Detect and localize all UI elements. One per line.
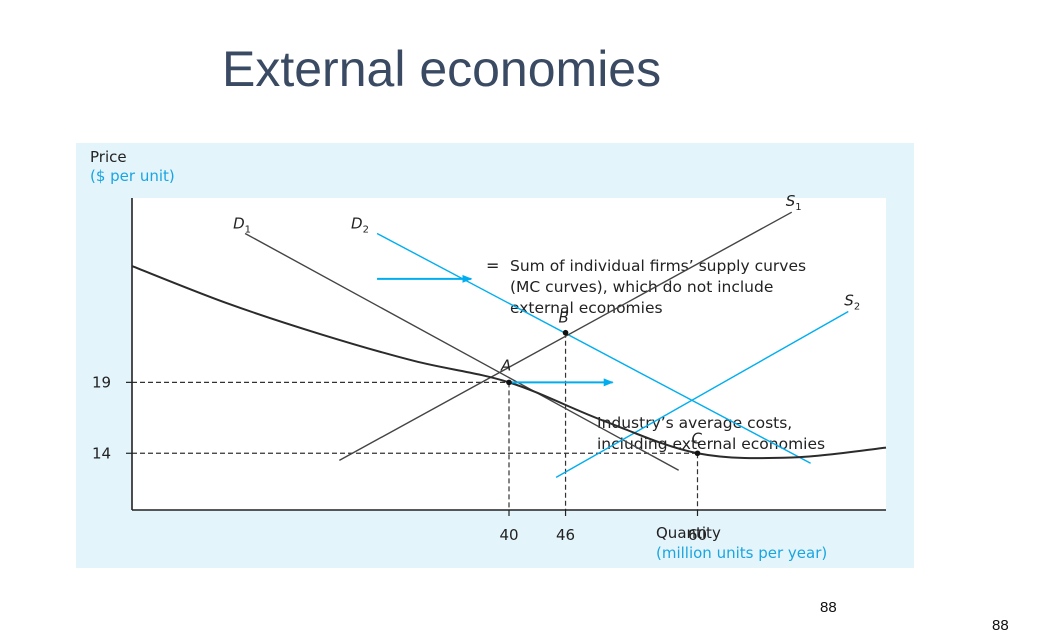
s1-annotation-line-2: (MC curves), which do not include (510, 278, 773, 296)
label-d2-subscript: 2 (363, 224, 369, 235)
y-tick-label-19: 19 (92, 373, 111, 391)
curve-s1 (339, 211, 793, 461)
point-label-b: B (559, 309, 569, 327)
x-tick-label-46: 46 (556, 526, 575, 544)
s1-equals: = (486, 256, 499, 275)
x-tick-label-40: 40 (499, 526, 518, 544)
s1-annotation-line-3: external economies (510, 299, 663, 317)
chart-panel: Price ($ per unit) Quantity (million uni… (76, 143, 914, 568)
x-axis-label: Quantity (656, 524, 721, 542)
point-c (694, 450, 701, 457)
y-axis-unit-label: ($ per unit) (90, 167, 175, 185)
x-axis-unit-label: (million units per year) (656, 544, 827, 562)
curve-s2 (555, 310, 849, 478)
point-b (562, 329, 569, 336)
curve-d1 (244, 232, 679, 471)
y-axis-label: Price (90, 148, 127, 166)
label-s1: S1 (786, 192, 802, 213)
x-tick-label-60: 60 (688, 526, 707, 544)
s1-annotation: = Sum of individual firms’ supply curves… (486, 256, 806, 317)
corner-page-number: 88 (992, 617, 1009, 634)
point-label-a: A (500, 356, 511, 374)
chart-svg: Price ($ per unit) Quantity (million uni… (90, 148, 887, 562)
label-d1-subscript: 1 (245, 224, 251, 235)
label-s2-subscript: 2 (854, 301, 860, 312)
point-a (506, 379, 512, 386)
slide-title: External economies (222, 41, 662, 97)
page-number: 88 (820, 599, 837, 616)
label-s1-subscript: 1 (795, 202, 801, 213)
s1-annotation-line-1: Sum of individual firms’ supply curves (510, 257, 806, 275)
curve-d2 (376, 232, 811, 464)
y-tick-label-14: 14 (92, 444, 111, 462)
point-label-c: C (692, 429, 703, 447)
